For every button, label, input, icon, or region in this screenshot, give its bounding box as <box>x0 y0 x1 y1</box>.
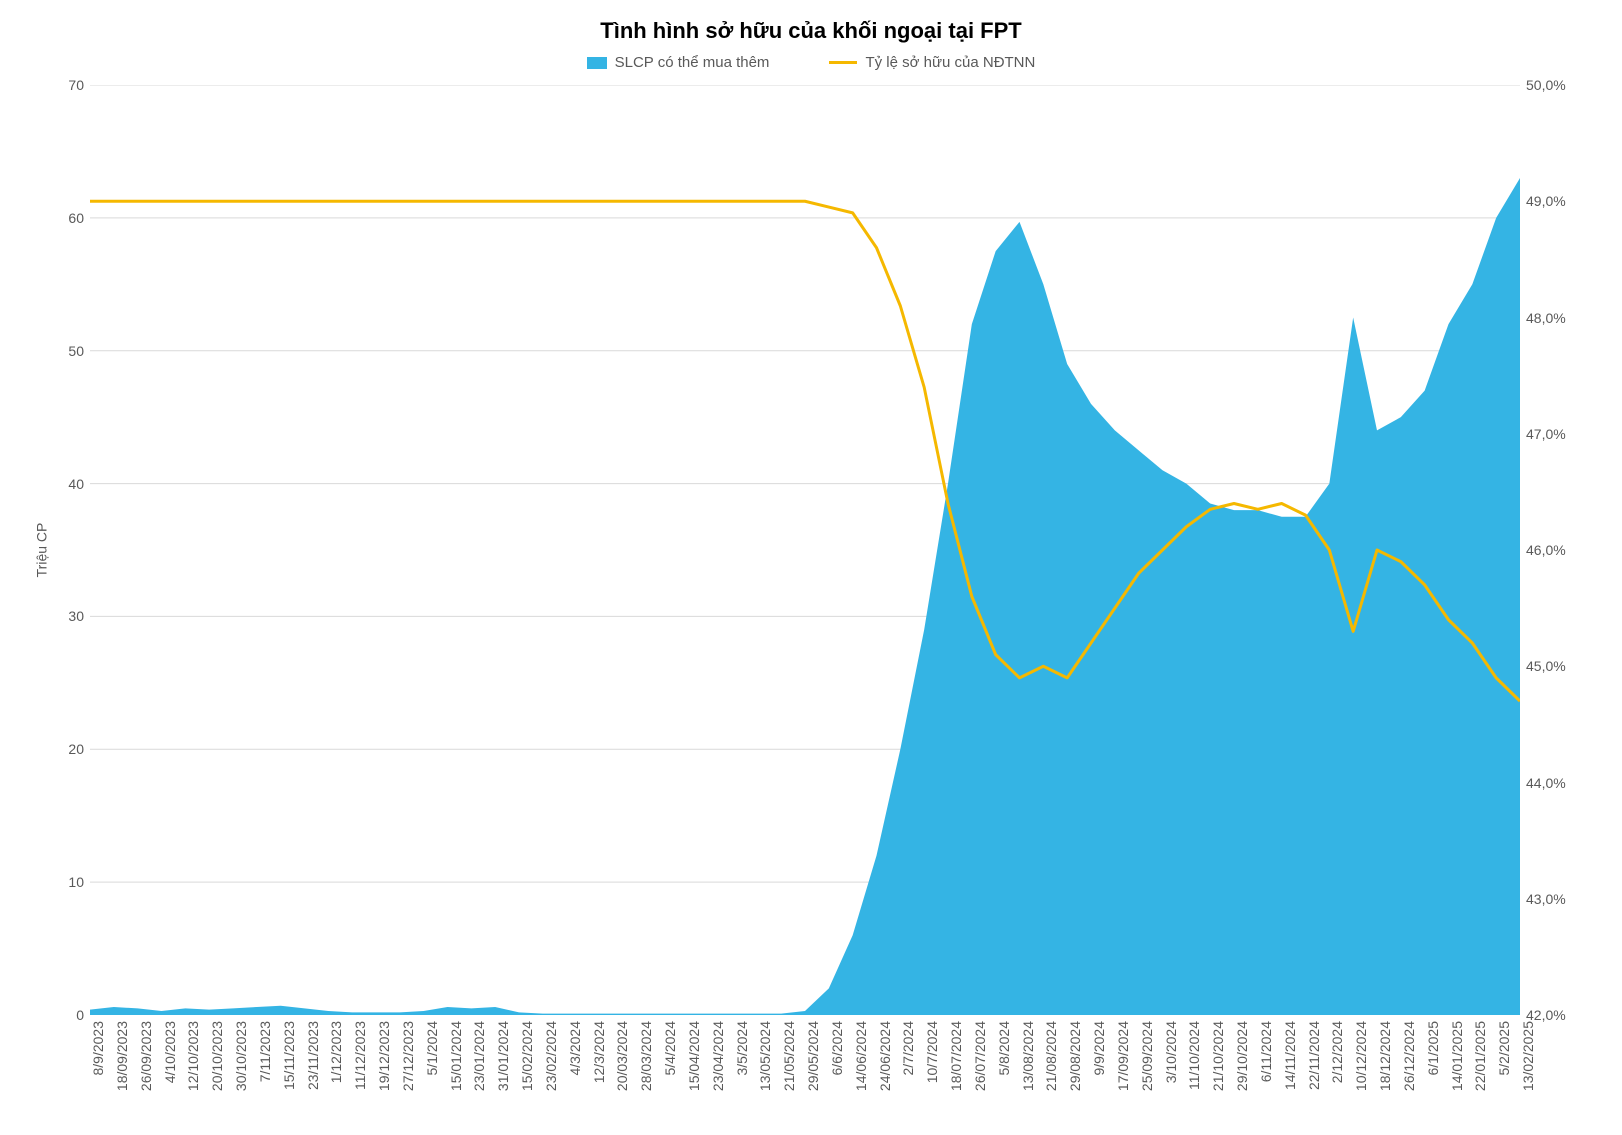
y-left-tick-label: 30 <box>68 608 84 624</box>
x-tick-label: 19/12/2023 <box>376 1021 392 1091</box>
x-tick-label: 20/03/2024 <box>614 1021 630 1091</box>
x-tick-label: 15/11/2023 <box>281 1021 297 1090</box>
y-right-tick-label: 48,0% <box>1526 310 1566 326</box>
x-tick-label: 31/01/2024 <box>495 1021 511 1091</box>
y-right-ticks: 42,0%43,0%44,0%45,0%46,0%47,0%48,0%49,0%… <box>1522 85 1582 1015</box>
x-tick-label: 1/12/2023 <box>328 1021 344 1083</box>
chart-title: Tình hình sở hữu của khối ngoại tại FPT <box>20 18 1602 44</box>
y-left-tick-label: 10 <box>68 874 84 890</box>
x-tick-label: 14/01/2025 <box>1449 1021 1465 1091</box>
legend-item: Tỷ lệ sở hữu của NĐTNN <box>829 54 1035 71</box>
x-tick-label: 27/12/2023 <box>400 1021 416 1091</box>
x-axis-ticks: 8/9/2023 18/09/2023 26/09/2023 4/10/2023 12/… <box>90 1015 1520 1115</box>
x-tick-label: 9/9/2024 <box>1091 1021 1107 1076</box>
y-left-tick-label: 60 <box>68 210 84 226</box>
x-tick-label: 23/02/2024 <box>543 1021 559 1091</box>
y-left-tick-label: 50 <box>68 343 84 359</box>
x-tick-label: 12/10/2023 <box>185 1021 201 1091</box>
y-right-tick-label: 50,0% <box>1526 77 1566 93</box>
x-tick-label: 5/2/2025 <box>1496 1021 1512 1076</box>
x-tick-label: 10/12/2024 <box>1353 1021 1369 1091</box>
x-tick-label: 14/06/2024 <box>853 1021 869 1091</box>
x-tick-label: 6/6/2024 <box>829 1021 845 1076</box>
y-left-tick-label: 70 <box>68 77 84 93</box>
x-tick-label: 25/09/2024 <box>1139 1021 1155 1091</box>
x-tick-label: 24/06/2024 <box>877 1021 893 1091</box>
y-left-tick-label: 20 <box>68 741 84 757</box>
x-tick-label: 26/07/2024 <box>972 1021 988 1091</box>
x-tick-label: 11/12/2023 <box>352 1021 368 1090</box>
x-tick-label: 26/12/2024 <box>1401 1021 1417 1091</box>
y-right-tick-label: 43,0% <box>1526 891 1566 907</box>
x-tick-label: 22/01/2025 <box>1472 1021 1488 1091</box>
x-tick-label: 29/08/2024 <box>1067 1021 1083 1091</box>
x-tick-label: 23/11/2023 <box>305 1021 321 1090</box>
y-right-tick-label: 46,0% <box>1526 542 1566 558</box>
x-tick-label: 11/10/2024 <box>1186 1021 1202 1090</box>
y-right-tick-label: 44,0% <box>1526 775 1566 791</box>
x-tick-label: 13/02/2025 <box>1520 1021 1536 1091</box>
y-right-tick-label: 47,0% <box>1526 426 1566 442</box>
legend-label: SLCP có thể mua thêm <box>615 54 770 71</box>
x-tick-label: 3/5/2024 <box>734 1021 750 1076</box>
x-tick-label: 2/12/2024 <box>1329 1021 1345 1083</box>
y-axis-left-label: Triệu CP <box>33 523 49 578</box>
x-tick-label: 30/10/2023 <box>233 1021 249 1091</box>
x-tick-label: 18/09/2023 <box>114 1021 130 1091</box>
plot-wrapper: Triệu CP 010203040506070 42,0%43,0%44,0%… <box>20 85 1602 1015</box>
x-tick-label: 12/3/2024 <box>591 1021 607 1083</box>
x-tick-label: 14/11/2024 <box>1282 1021 1298 1090</box>
x-tick-label: 15/01/2024 <box>448 1021 464 1091</box>
x-tick-label: 4/10/2023 <box>162 1021 178 1083</box>
y-right-tick-label: 49,0% <box>1526 193 1566 209</box>
x-tick-label: 23/04/2024 <box>710 1021 726 1091</box>
y-left-tick-label: 0 <box>76 1007 84 1023</box>
x-tick-label: 13/05/2024 <box>757 1021 773 1091</box>
x-tick-label: 5/1/2024 <box>424 1021 440 1076</box>
chart-container: Tình hình sở hữu của khối ngoại tại FPT … <box>0 0 1622 1135</box>
x-tick-label: 15/02/2024 <box>519 1021 535 1091</box>
x-tick-label: 5/4/2024 <box>662 1021 678 1076</box>
x-tick-label: 29/10/2024 <box>1234 1021 1250 1091</box>
x-tick-label: 15/04/2024 <box>686 1021 702 1091</box>
x-tick-label: 20/10/2023 <box>209 1021 225 1091</box>
legend-item: SLCP có thể mua thêm <box>587 54 770 71</box>
legend-swatch-box <box>587 57 607 69</box>
x-tick-label: 29/05/2024 <box>805 1021 821 1091</box>
x-tick-label: 17/09/2024 <box>1115 1021 1131 1091</box>
x-tick-label: 28/03/2024 <box>638 1021 654 1091</box>
x-tick-label: 21/10/2024 <box>1210 1021 1226 1091</box>
plot-area <box>90 85 1520 1015</box>
x-tick-label: 6/1/2025 <box>1425 1021 1441 1076</box>
x-tick-label: 26/09/2023 <box>138 1021 154 1091</box>
legend-swatch-line <box>829 61 857 64</box>
x-tick-label: 2/7/2024 <box>900 1021 916 1076</box>
y-left-tick-label: 40 <box>68 476 84 492</box>
y-right-tick-label: 45,0% <box>1526 658 1566 674</box>
x-tick-label: 10/7/2024 <box>924 1021 940 1083</box>
x-tick-label: 13/08/2024 <box>1020 1021 1036 1091</box>
x-tick-label: 21/05/2024 <box>781 1021 797 1091</box>
x-tick-label: 18/07/2024 <box>948 1021 964 1091</box>
area-series <box>90 178 1520 1015</box>
legend: SLCP có thể mua thêm Tỷ lệ sở hữu của NĐT… <box>20 54 1602 71</box>
x-tick-label: 8/9/2023 <box>90 1021 106 1076</box>
x-tick-label: 4/3/2024 <box>567 1021 583 1076</box>
x-tick-label: 3/10/2024 <box>1163 1021 1179 1083</box>
x-tick-label: 18/12/2024 <box>1377 1021 1393 1091</box>
x-tick-label: 5/8/2024 <box>996 1021 1012 1076</box>
x-tick-label: 21/08/2024 <box>1043 1021 1059 1091</box>
x-tick-label: 22/11/2024 <box>1306 1021 1322 1090</box>
legend-label: Tỷ lệ sở hữu của NĐTNN <box>865 54 1035 71</box>
x-tick-label: 7/11/2023 <box>257 1021 273 1082</box>
x-tick-label: 6/11/2024 <box>1258 1021 1274 1082</box>
x-tick-label: 23/01/2024 <box>471 1021 487 1091</box>
plot-svg <box>90 85 1520 1015</box>
